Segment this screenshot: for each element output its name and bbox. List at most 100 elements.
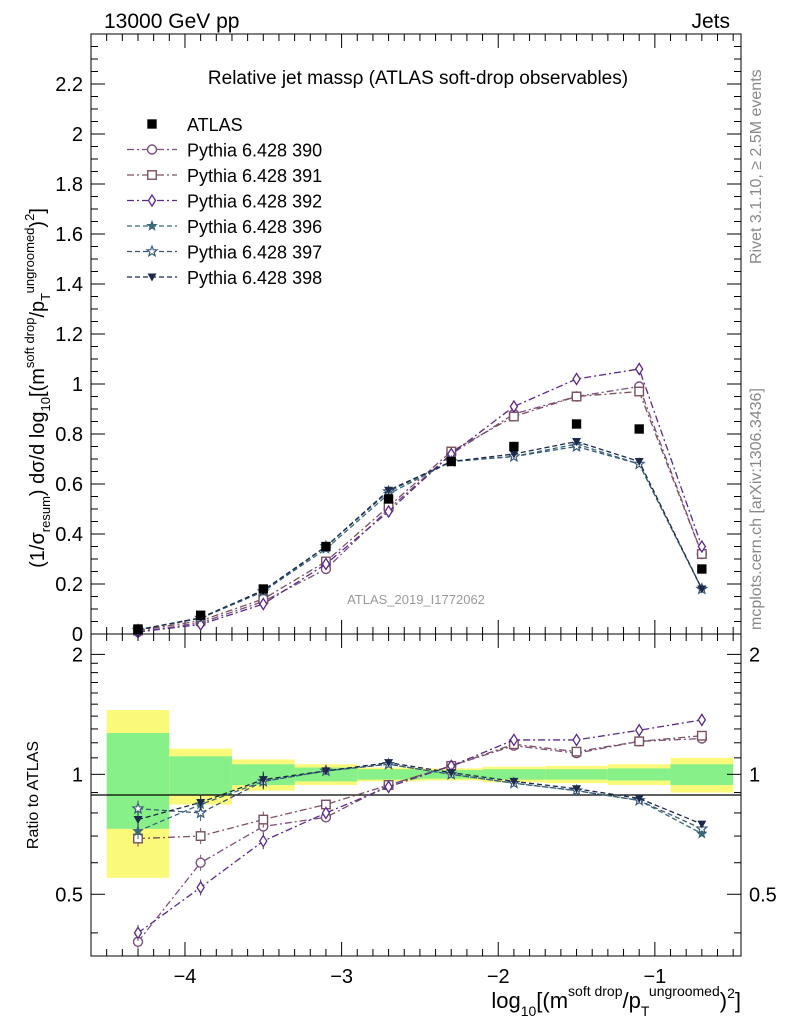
legend-marker (145, 244, 159, 258)
series-point (572, 438, 582, 446)
ratio-series-line (137, 763, 703, 830)
ratio-series-point (572, 785, 582, 794)
mcplots-label: mcplots.cern.ch [arXiv:1306.3436] (748, 388, 765, 630)
ratio-series-point (195, 831, 206, 842)
legend-label: Pythia 6.428 398 (187, 268, 322, 288)
ratio-series-point (384, 759, 394, 768)
ratio-series-line (137, 761, 703, 825)
y-tick-label: 1.4 (55, 274, 83, 296)
ratio-series-point (132, 825, 144, 837)
series-point (697, 539, 707, 554)
series-line (137, 390, 703, 632)
series-line (137, 440, 703, 631)
y-tick-label: 1.2 (55, 324, 83, 346)
series-point (569, 439, 584, 453)
series-point (634, 458, 644, 466)
legend-label: Pythia 6.428 392 (187, 192, 322, 212)
ratio-series-point (634, 794, 644, 803)
x-axis-label: log10[(msoft drop/pTungroomed)2] (491, 983, 741, 1019)
x-tick-label: −4 (174, 966, 197, 988)
y-tick-label: 1.8 (55, 174, 83, 196)
ratio-inner-band (545, 769, 608, 780)
series-point (509, 399, 519, 414)
ratio-series-point (634, 723, 644, 737)
legend-label: Pythia 6.428 391 (187, 166, 322, 186)
x-tick-label: −1 (643, 966, 666, 988)
ratio-series-point (196, 880, 205, 895)
series-point (571, 391, 582, 402)
series-point (509, 450, 519, 459)
series-point (321, 557, 331, 571)
legend: ATLAS Pythia 6.428 390 Pythia 6.428 391 Pyt… (127, 115, 322, 288)
data-point (509, 441, 519, 452)
data-point (133, 624, 143, 634)
legend-marker (146, 144, 158, 155)
legend-label: Pythia 6.428 396 (187, 217, 322, 237)
ratio-series-point (384, 780, 393, 794)
legend-label: ATLAS (187, 115, 243, 135)
x-tick-label: −3 (330, 966, 353, 988)
ratio-series-point (572, 733, 581, 747)
ratio-y-axis-label: Ratio to ATLAS (25, 741, 42, 849)
data-point (446, 456, 456, 467)
ratio-y-tick-label: 2 (72, 644, 83, 666)
series-line (137, 385, 703, 633)
y-tick-label: 1.6 (55, 224, 83, 246)
ratio-series-point (258, 776, 268, 785)
series-point (384, 504, 393, 519)
ratio-y-tick-label-right: 1 (749, 764, 760, 786)
rivet-label: Rivet 3.1.10, ≥ 2.5M events (748, 69, 765, 264)
legend-label: Pythia 6.428 397 (187, 243, 322, 263)
ratio-panel: −4 −3 −2 −1 0.5 0.5 1 1 2 2 (55, 633, 777, 988)
legend-marker (147, 170, 157, 180)
y-tick-label: 2.2 (55, 74, 83, 96)
data-point (321, 541, 331, 552)
ratio-inner-band (482, 769, 546, 780)
legend-marker (147, 193, 157, 208)
data-point (383, 494, 394, 504)
series-point (634, 362, 644, 376)
ratio-series-point (696, 827, 708, 839)
y-tick-label: 2 (72, 124, 83, 146)
legend-marker (147, 273, 157, 282)
data-point (697, 564, 707, 574)
ratio-series-point (446, 769, 456, 778)
chart-title: Relative jet massρ (ATLAS soft-drop obse… (208, 68, 628, 89)
ratio-series-point (571, 746, 582, 757)
series-point (634, 386, 645, 397)
ratio-inner-band (169, 756, 232, 795)
legend-marker (147, 119, 157, 129)
y-tick-label: 0.8 (55, 424, 83, 446)
series-point (384, 486, 394, 495)
y-tick-label: 1 (72, 374, 83, 396)
legend-label: Pythia 6.428 390 (187, 141, 322, 161)
series-line (137, 368, 703, 633)
header-right: Jets (691, 10, 730, 33)
ratio-series-point (194, 806, 208, 819)
ratio-series-point (131, 801, 145, 815)
data-point (571, 419, 582, 429)
ratio-series-line (137, 719, 702, 934)
ratio-inner-band (670, 764, 734, 786)
ratio-series-point (133, 926, 143, 940)
series-point (508, 411, 519, 422)
ratio-series-point (259, 834, 268, 848)
ratio-series-point (195, 857, 206, 868)
ratio-series-point (697, 820, 707, 829)
header-left: 13000 GeV pp (104, 10, 239, 33)
watermark: ATLAS_2019_I1772062 (347, 592, 485, 607)
ratio-y-tick-label-right: 0.5 (749, 884, 777, 906)
y-tick-label: 0.4 (55, 524, 83, 546)
y-tick-label: 0.6 (55, 474, 83, 496)
ratio-series-point (696, 730, 707, 741)
ratio-series-point (258, 814, 269, 825)
x-tick-label: −2 (487, 966, 510, 988)
ratio-series-point (697, 713, 707, 727)
main-panel: ATLAS_2019_I1772062 0 0.2 0.4 0.6 0.8 1 1.2 1.4… (55, 33, 742, 646)
series-point (697, 585, 707, 594)
series-point (259, 597, 268, 611)
y-axis-label: (1/σresum) dσ/d log10[(msoft drop/pTungr… (22, 208, 53, 568)
ratio-panel-frame (90, 633, 742, 957)
data-point (634, 424, 644, 434)
